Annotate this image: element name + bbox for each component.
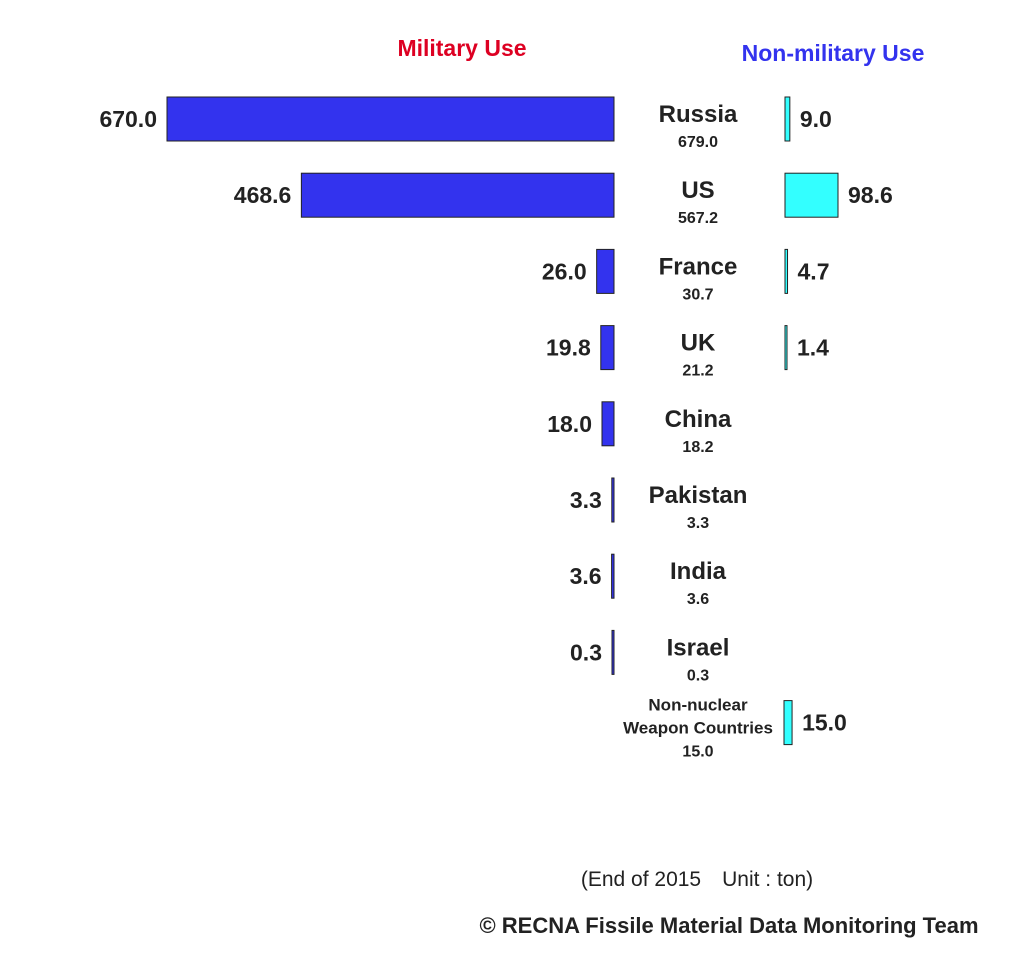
country-total-uk: 21.2 [682,363,713,380]
military-bar-us [300,172,615,218]
military-use-header: Military Use [397,35,526,61]
military-value-israel: 0.3 [570,639,602,665]
non-military-bar-us [784,172,839,218]
military-value-us: 468.6 [234,182,292,208]
country-label-france: France [659,253,738,280]
country-total-us: 567.2 [678,210,718,227]
country-total-russia: 679.0 [678,134,718,151]
military-value-pakistan: 3.3 [570,487,602,513]
country-label-uk: UK [681,330,716,357]
military-bar-russia [166,96,615,142]
non-military-value-non-nuclear-weapon-countries: 15.0 [802,710,847,736]
non-military-value-france: 4.7 [798,258,830,284]
country-total-france: 30.7 [682,286,713,303]
non-military-value-uk: 1.4 [797,335,829,361]
country-label-pakistan: Pakistan [649,482,748,509]
country-label-india: India [670,558,727,585]
military-value-france: 26.0 [542,258,587,284]
chart-rows: 670.0 9.0 Russia 679.0 468.6 98.6 US 567.2 26.0 4… [99,96,893,761]
country-total-china: 18.2 [682,439,713,456]
non-military-bar-non-nuclear-weapon-countries [783,700,793,746]
copyright-credit: © RECNA Fissile Material Data Monitoring… [479,913,978,938]
country-total-india: 3.6 [687,591,709,608]
country-label-us: US [681,177,714,204]
non-military-use-header: Non-military Use [742,40,925,66]
military-bar-pakistan [611,477,615,523]
country-label-china: China [665,406,732,433]
non-military-value-us: 98.6 [848,182,893,208]
country-label-israel: Israel [667,634,730,661]
country-label-non-nuclear-weapon-countries-line-2: Weapon Countries [623,719,773,738]
military-value-russia: 670.0 [99,106,157,132]
non-military-value-russia: 9.0 [800,106,832,132]
military-bar-china [601,401,615,447]
country-total-israel: 0.3 [687,667,709,684]
country-total-pakistan: 3.3 [687,515,709,532]
military-bar-uk [600,325,615,371]
non-military-bar-uk [784,325,788,371]
military-bar-france [596,248,615,294]
military-bar-israel [611,629,615,675]
military-value-uk: 19.8 [546,335,591,361]
non-military-bar-france [784,248,789,294]
footnote-date-unit: (End of 2015 Unit : ton) [581,868,813,891]
country-label-russia: Russia [659,101,738,128]
military-bar-india [611,553,615,599]
military-value-china: 18.0 [547,411,592,437]
country-label-non-nuclear-weapon-countries-line-1: Non-nuclear [648,696,748,715]
non-military-bar-russia [784,96,791,142]
military-value-india: 3.6 [570,563,602,589]
country-total-non-nuclear-weapon-countries: 15.0 [682,744,713,761]
